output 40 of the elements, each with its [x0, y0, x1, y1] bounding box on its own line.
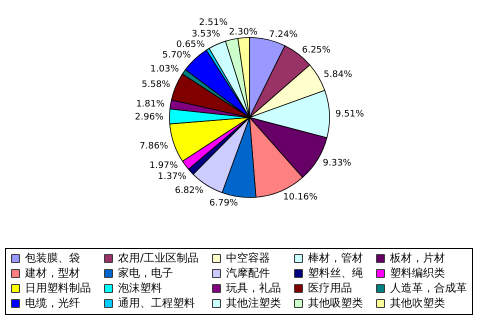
data-label: 2.51%: [199, 18, 228, 28]
data-label: 5.70%: [162, 50, 192, 61]
legend-label: 医疗用品: [308, 282, 352, 294]
legend-label: 塑料编织类: [390, 266, 445, 280]
data-label: 1.03%: [150, 64, 180, 74]
data-label: 1.81%: [136, 99, 166, 110]
data-label: 6.79%: [209, 198, 238, 209]
legend-label: 其他注塑类: [226, 296, 281, 310]
legend-label: 建材，型材: [24, 266, 80, 280]
legend-label: 家电，电子: [118, 266, 173, 280]
legend-label: 日用塑料制品: [25, 282, 91, 294]
data-label: 7.24%: [269, 30, 298, 40]
legend-label: 泡沫塑料: [118, 282, 162, 294]
data-label: 10.16%: [283, 192, 318, 203]
legend-label: 中空容器: [226, 252, 270, 265]
data-label: 5.58%: [142, 80, 171, 90]
data-label: 9.33%: [322, 158, 352, 169]
data-label: 2.96%: [134, 112, 164, 122]
legend-label: 玩具，礼品: [226, 282, 281, 294]
legend-label: 棒材，管材: [308, 252, 363, 265]
data-label: 6.25%: [302, 45, 332, 56]
data-label: 2.30%: [228, 28, 258, 38]
legend-label: 板材，片材: [389, 252, 445, 265]
data-label: 1.37%: [158, 172, 187, 182]
legend-label: 通用、工程塑料: [118, 296, 195, 310]
data-label: 6.82%: [174, 186, 204, 196]
legend-label: 其他吹塑类: [390, 296, 445, 310]
data-label: 3.53%: [192, 29, 221, 40]
data-label: 5.84%: [324, 70, 353, 80]
legend-label: 塑料丝、绳: [308, 266, 363, 280]
data-label: 0.65%: [176, 40, 206, 50]
legend-label: 农用/工业区制品: [118, 252, 199, 265]
legend-label: 其他吸塑类: [308, 296, 363, 310]
data-label: 7.86%: [140, 141, 169, 152]
data-label: 9.51%: [335, 110, 364, 120]
legend-label: 汽摩配件: [226, 266, 270, 280]
legend-label: 人造革，合成革: [390, 282, 467, 294]
legend-label: 电缆，光纤: [25, 296, 80, 310]
legend-label: 包装膜、袋: [25, 252, 80, 265]
data-label: 1.97%: [149, 161, 178, 172]
